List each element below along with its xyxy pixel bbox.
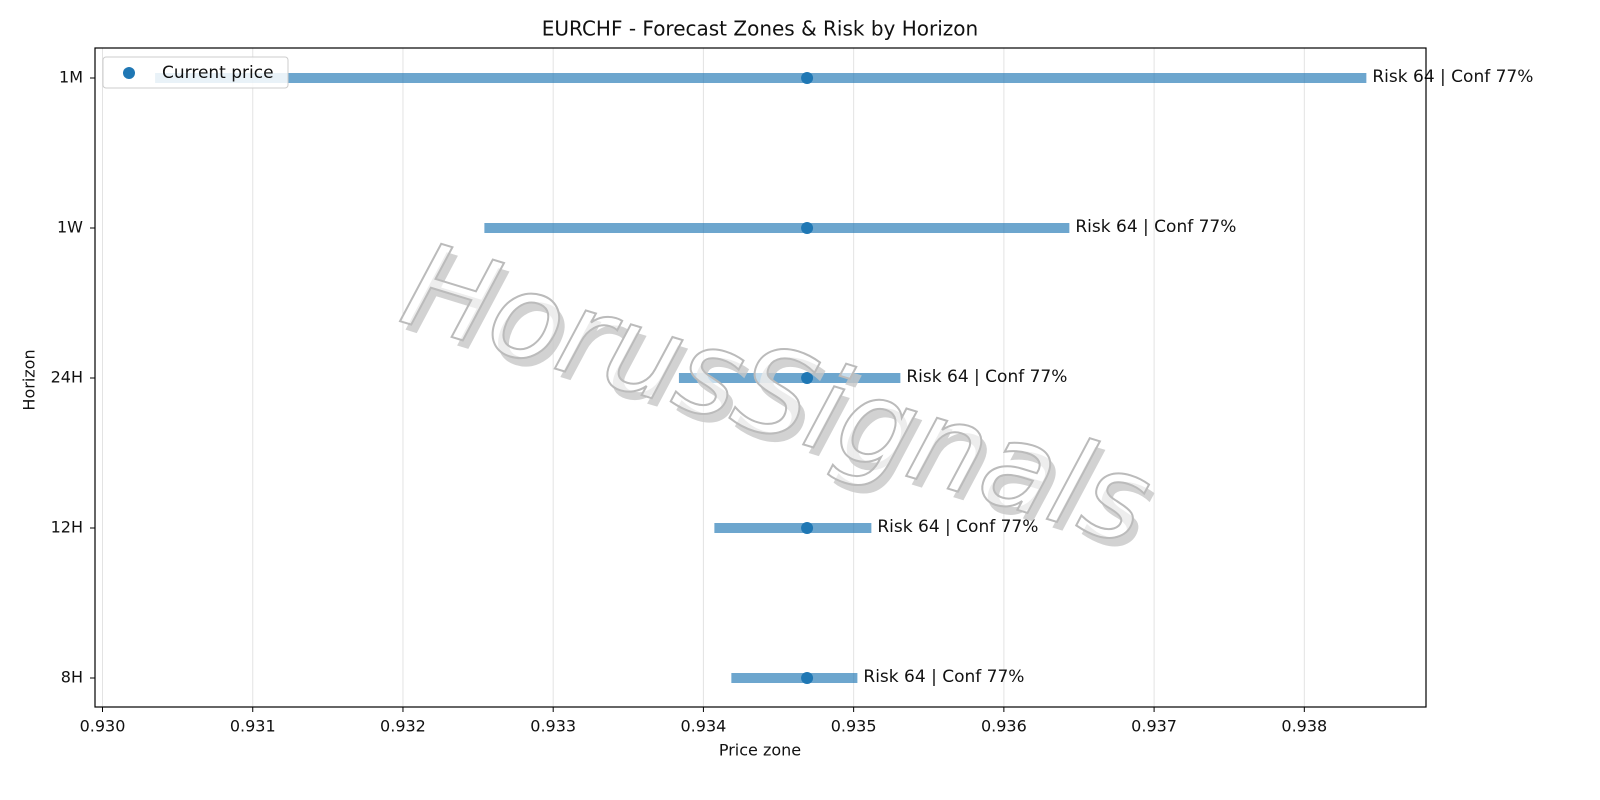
current-price-dot (801, 522, 814, 534)
legend: Current price (102, 56, 289, 89)
y-axis-label: Horizon (20, 349, 39, 410)
y-tick-label: 1M (59, 68, 83, 87)
y-tick-label: 24H (51, 368, 83, 387)
current-price-dot (801, 72, 814, 84)
x-tick-label: 0.935 (831, 717, 877, 736)
zone-bar (678, 373, 901, 383)
annotation: Risk 64 | Conf 77% (863, 667, 1024, 687)
marks: Risk 64 | Conf 77% Risk 64 | Conf 77% Risk… (155, 67, 1533, 687)
chart-title: EURCHF - Forecast Zones & Risk by Horizo… (542, 17, 978, 41)
x-tick-label: 0.933 (530, 717, 576, 736)
x-tick-label: 0.937 (1131, 717, 1177, 736)
y-tick-label: 1W (57, 218, 83, 237)
x-tick-label: 0.932 (380, 717, 426, 736)
x-tick-label: 0.934 (681, 717, 727, 736)
annotation: Risk 64 | Conf 77% (1075, 217, 1236, 237)
y-tick-label: 8H (61, 668, 83, 687)
annotation: Risk 64 | Conf 77% (877, 517, 1038, 537)
current-price-dot (801, 222, 814, 234)
zone-bar (714, 523, 872, 533)
x-axis-label: Price zone (719, 741, 801, 760)
x-tick-label: 0.936 (981, 717, 1027, 736)
zone-bar (155, 73, 1367, 83)
y-tick-label: 12H (51, 518, 83, 537)
x-tick-label: 0.931 (230, 717, 276, 736)
legend-box (102, 56, 289, 89)
annotation: Risk 64 | Conf 77% (906, 367, 1067, 387)
x-tick-label: 0.938 (1281, 717, 1327, 736)
zone-bar (484, 223, 1070, 233)
current-price-dot (801, 372, 814, 384)
current-price-dot (801, 672, 814, 684)
legend-marker (123, 67, 135, 79)
zone-bar (731, 673, 858, 683)
annotation: Risk 64 | Conf 77% (1372, 67, 1533, 87)
legend-label: Current price (162, 63, 274, 83)
x-tick-label: 0.930 (80, 717, 126, 736)
